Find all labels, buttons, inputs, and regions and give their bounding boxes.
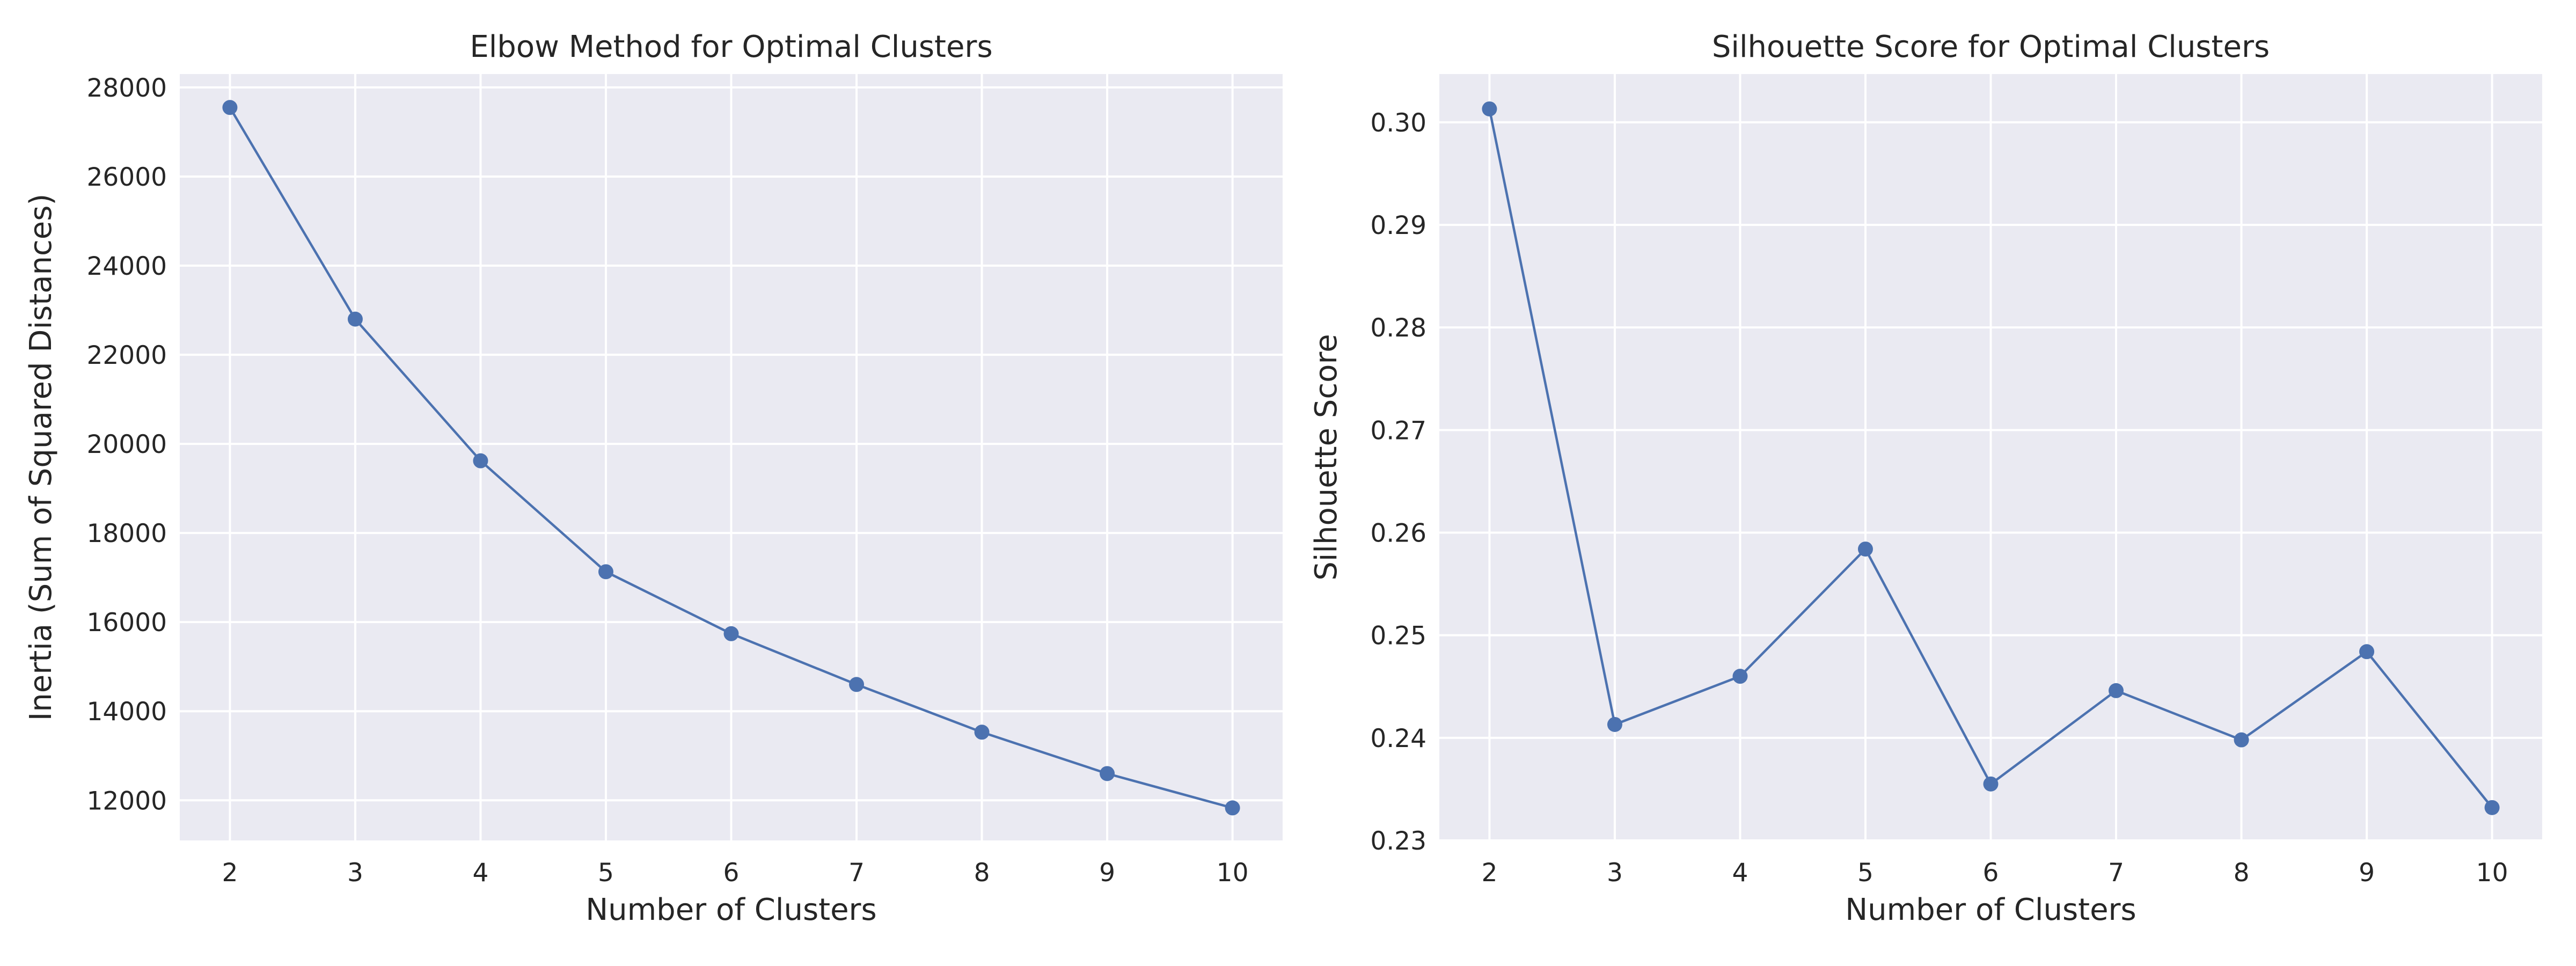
x-tick-labels: 2 3 4 5 6 7 8 9 10 [222,858,1248,888]
x-tick-label: 3 [1607,858,1623,888]
elbow-chart: 2 3 4 5 6 7 8 9 10 12000 14000 16000 18000 20000 2200… [24,30,1283,927]
y-tick-label: 0.24 [1370,724,1426,753]
x-tick-label: 10 [2476,858,2508,888]
x-tick-label: 8 [2234,858,2250,888]
data-point [1857,541,1873,557]
data-point [1983,776,1999,792]
x-tick-label: 5 [1857,858,1874,888]
x-tick-label: 7 [2108,858,2124,888]
x-tick-label: 2 [222,858,238,888]
grid-lines [180,74,1283,840]
data-points [1482,101,2500,815]
chart-title: Elbow Method for Optimal Clusters [470,30,992,64]
y-tick-label: 0.28 [1370,313,1426,343]
data-point [723,626,739,641]
x-tick-label: 2 [1481,858,1497,888]
x-tick-label: 9 [1099,858,1115,888]
x-tick-label: 9 [2359,858,2375,888]
x-tick-label: 10 [1217,858,1249,888]
y-tick-label: 12000 [86,786,167,816]
grid-lines [1439,74,2542,841]
y-tick-label: 20000 [86,430,167,459]
data-point [2484,800,2500,815]
data-point [974,724,990,740]
y-axis-label: Silhouette Score [1309,334,1344,580]
data-point [2109,683,2124,698]
data-point [222,100,238,115]
data-point [1732,669,1748,684]
data-points [222,100,1240,816]
y-tick-label: 0.25 [1370,621,1426,651]
y-tick-label: 14000 [86,697,167,727]
y-tick-label: 16000 [86,608,167,638]
x-tick-label: 6 [723,858,740,888]
x-tick-label: 5 [598,858,614,888]
y-tick-label: 0.30 [1370,108,1426,138]
y-tick-label: 24000 [86,252,167,281]
x-axis-label: Number of Clusters [1845,892,2136,927]
y-tick-labels: 12000 14000 16000 18000 20000 22000 24000 26000… [86,74,167,816]
x-axis-label: Number of Clusters [586,892,876,927]
data-point [2234,732,2249,748]
data-point [347,311,363,327]
x-tick-label: 8 [974,858,990,888]
x-tick-label: 4 [473,858,489,888]
x-tick-labels: 2 3 4 5 6 7 8 9 10 [1481,858,2508,888]
y-tick-label: 0.26 [1370,519,1426,548]
x-tick-label: 4 [1732,858,1748,888]
data-point [2359,644,2375,660]
y-tick-label: 22000 [86,341,167,370]
chart-title: Silhouette Score for Optimal Clusters [1712,30,2270,64]
x-tick-label: 6 [1983,858,1999,888]
data-point [1100,766,1115,781]
y-tick-label: 0.23 [1370,826,1426,856]
data-point [1482,101,1497,116]
y-tick-label: 0.29 [1370,211,1426,240]
data-point [473,453,488,469]
y-tick-label: 26000 [86,163,167,192]
y-tick-label: 0.27 [1370,416,1426,445]
data-point [849,677,865,692]
y-tick-labels: 0.23 0.24 0.25 0.26 0.27 0.28 0.29 0.30 [1370,108,1426,856]
data-point [1225,800,1240,816]
silhouette-chart: 2 3 4 5 6 7 8 9 10 0.230.240.250.260.270.280.290… [1309,30,2542,927]
x-tick-label: 3 [347,858,363,888]
y-tick-label: 18000 [86,519,167,548]
y-tick-label: 28000 [86,74,167,103]
data-point [598,564,613,580]
data-point [1607,716,1622,732]
x-tick-label: 7 [848,858,865,888]
y-axis-label: Inertia (Sum of Squared Distances) [24,194,58,721]
